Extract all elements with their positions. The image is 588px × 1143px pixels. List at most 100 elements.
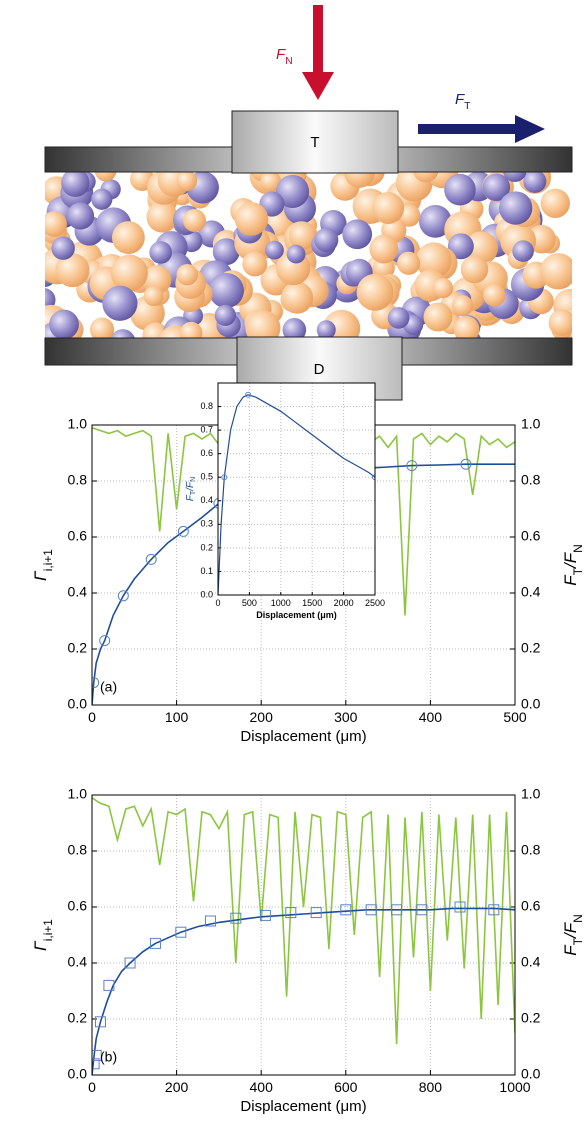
particle	[397, 251, 421, 275]
data-marker	[406, 460, 418, 472]
top-block-label: T	[310, 134, 319, 151]
y-axis-label: Γi,i+1	[31, 549, 55, 581]
x-tick-label: 500	[503, 709, 527, 725]
y-axis-label-part: N	[190, 477, 197, 482]
y-tick-label: 0.0	[68, 1066, 88, 1082]
particle	[282, 318, 307, 338]
particle	[110, 329, 135, 338]
x-axis-label: Displacement (μm)	[240, 728, 366, 745]
particle	[66, 202, 95, 230]
data-marker	[365, 904, 377, 916]
y-tick-label: 0.0	[200, 589, 213, 599]
data-marker	[94, 1016, 106, 1028]
particle	[260, 172, 281, 192]
x-tick-label: 1000	[271, 598, 291, 608]
y-tick-label: 0.2	[68, 640, 88, 656]
tangential-force-label-part: T	[464, 100, 471, 112]
y2-axis-label-part: N	[571, 544, 585, 553]
particle	[110, 254, 148, 292]
x-axis-label: Displacement (μm)	[256, 610, 337, 620]
y2-tick-label: 0.8	[521, 472, 541, 488]
y-axis-label-part: i,i+1	[41, 919, 55, 942]
x-tick-label: 800	[419, 1079, 443, 1095]
y-axis-label-part: T	[190, 490, 197, 495]
particle	[387, 307, 410, 329]
data-marker	[488, 904, 500, 916]
particle	[447, 233, 474, 260]
particle	[143, 285, 164, 306]
particle	[176, 172, 198, 192]
particle	[548, 309, 572, 337]
y2-tick-label: 0.0	[521, 696, 541, 712]
data-marker	[92, 677, 100, 689]
tangential-force-label: FT	[455, 91, 471, 112]
y-tick-label: 0.2	[68, 1010, 88, 1026]
data-marker	[92, 1058, 100, 1070]
y2-tick-label: 0.8	[521, 842, 541, 858]
x-tick-label: 1000	[499, 1079, 530, 1095]
particle	[503, 172, 527, 183]
particle	[208, 272, 244, 309]
y-tick-label: 0.6	[68, 898, 88, 914]
particle	[176, 264, 198, 286]
x-tick-label: 100	[165, 709, 189, 725]
y-axis-label: Γi,i+1	[31, 919, 55, 951]
particle	[94, 172, 117, 182]
particle	[242, 251, 268, 277]
normal-force-arrow	[302, 5, 334, 100]
particle	[288, 222, 317, 250]
data-marker	[310, 907, 322, 919]
y-axis-label-part: F	[185, 494, 196, 501]
particle	[265, 240, 284, 260]
particle	[423, 302, 453, 332]
y2-tick-label: 0.2	[521, 640, 541, 656]
normal-force-label: FN	[276, 46, 293, 67]
particle	[372, 192, 405, 224]
plot-area	[218, 391, 375, 596]
y2-axis-label: FT/FN	[561, 544, 585, 585]
particle	[89, 317, 115, 338]
y-tick-label: 0.4	[68, 584, 88, 600]
particle	[45, 211, 67, 237]
y2-tick-label: 0.6	[521, 528, 541, 544]
particle	[499, 191, 533, 225]
x-tick-label: 200	[250, 709, 274, 725]
y-axis-label-part: Γ	[31, 940, 50, 951]
particle	[344, 172, 375, 188]
y2-axis-label-part: /F	[561, 921, 580, 939]
data-marker	[454, 901, 466, 913]
x-tick-label: 500	[242, 598, 257, 608]
x-tick-label: 600	[334, 1079, 358, 1095]
y-axis-label-part: Γ	[31, 570, 50, 581]
y-tick-label: 0.8	[68, 842, 88, 858]
particle	[234, 202, 269, 236]
particle	[183, 209, 206, 233]
top-block	[231, 110, 399, 174]
y2-tick-label: 0.6	[521, 898, 541, 914]
data-marker	[145, 553, 157, 565]
particle	[460, 255, 489, 284]
data-marker	[391, 904, 403, 916]
particle	[444, 173, 476, 206]
particle	[482, 173, 511, 201]
data-line	[92, 907, 515, 1076]
data-marker	[285, 907, 297, 919]
y-tick-label: 0.6	[68, 528, 88, 544]
y2-tick-label: 0.4	[521, 584, 541, 600]
particle	[540, 188, 570, 218]
y2-tick-label: 0.4	[521, 954, 541, 970]
data-line	[92, 797, 515, 1045]
y2-tick-label: 1.0	[521, 416, 541, 432]
particle	[523, 172, 547, 193]
y-tick-label: 0.7	[200, 424, 213, 434]
data-marker	[103, 979, 115, 991]
x-tick-label: 2000	[334, 598, 354, 608]
bottom-block-label: D	[314, 361, 325, 378]
data-marker	[99, 635, 111, 647]
data-marker	[175, 926, 187, 938]
data-marker	[259, 909, 271, 921]
y2-axis-label-part: F	[561, 944, 580, 956]
data-marker	[221, 474, 228, 481]
